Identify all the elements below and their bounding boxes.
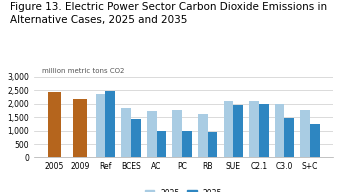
Bar xyxy=(157,131,166,157)
Bar xyxy=(172,110,182,157)
Bar xyxy=(147,111,157,157)
Bar xyxy=(284,118,294,157)
Bar xyxy=(96,94,105,157)
Bar xyxy=(121,108,131,157)
Bar xyxy=(182,131,192,157)
Bar xyxy=(300,110,310,157)
Bar xyxy=(208,132,217,157)
Bar xyxy=(233,105,243,157)
Bar xyxy=(310,124,320,157)
Bar xyxy=(105,90,115,157)
Bar xyxy=(275,104,284,157)
Bar xyxy=(48,92,61,157)
Bar xyxy=(198,114,208,157)
Bar xyxy=(73,99,87,157)
Text: million metric tons CO2: million metric tons CO2 xyxy=(41,68,124,74)
Bar xyxy=(131,119,141,157)
Bar xyxy=(223,101,233,157)
Text: Figure 13. Electric Power Sector Carbon Dioxide Emissions in
Alternative Cases, : Figure 13. Electric Power Sector Carbon … xyxy=(10,2,327,25)
Legend: 2025, 2035: 2025, 2035 xyxy=(142,185,225,192)
Bar xyxy=(259,104,269,157)
Bar xyxy=(249,101,259,157)
